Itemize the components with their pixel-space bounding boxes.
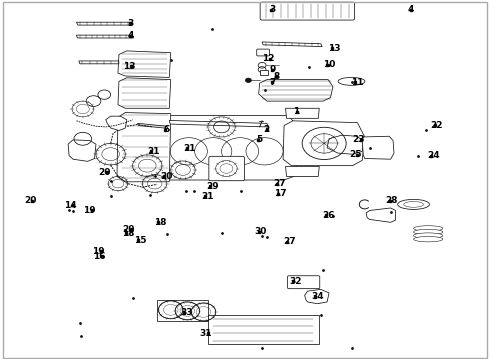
FancyBboxPatch shape: [260, 2, 354, 20]
Text: 27: 27: [273, 179, 286, 188]
Text: 12: 12: [262, 54, 274, 63]
Polygon shape: [118, 51, 171, 77]
FancyBboxPatch shape: [209, 156, 245, 181]
Text: 4: 4: [127, 31, 134, 40]
Polygon shape: [76, 22, 132, 25]
Circle shape: [245, 78, 251, 82]
Text: 19: 19: [92, 247, 105, 256]
Polygon shape: [262, 42, 322, 46]
FancyBboxPatch shape: [208, 315, 319, 344]
Polygon shape: [138, 123, 168, 129]
Text: 21: 21: [147, 147, 160, 156]
Text: 23: 23: [352, 135, 365, 144]
Ellipse shape: [414, 233, 443, 238]
Text: 5: 5: [256, 135, 262, 144]
Text: 21: 21: [183, 144, 196, 153]
Polygon shape: [118, 78, 171, 108]
Polygon shape: [76, 35, 134, 38]
Text: 21: 21: [201, 192, 214, 201]
Polygon shape: [286, 108, 319, 118]
Text: 18: 18: [154, 218, 166, 227]
Text: 17: 17: [274, 189, 287, 198]
Text: 34: 34: [311, 292, 323, 301]
FancyBboxPatch shape: [257, 49, 270, 56]
Text: 6: 6: [163, 125, 169, 134]
Text: 10: 10: [323, 60, 336, 69]
Text: 15: 15: [134, 236, 146, 245]
Text: 20: 20: [98, 168, 111, 177]
Polygon shape: [68, 140, 96, 161]
Text: 13: 13: [122, 62, 135, 71]
Text: 11: 11: [351, 78, 364, 87]
Text: 20: 20: [122, 225, 135, 234]
Text: 18: 18: [122, 229, 134, 238]
Ellipse shape: [414, 237, 443, 242]
Ellipse shape: [338, 77, 365, 85]
Polygon shape: [79, 61, 129, 64]
Polygon shape: [366, 208, 395, 222]
Text: 14: 14: [64, 201, 76, 210]
Text: 19: 19: [83, 206, 96, 215]
Polygon shape: [157, 116, 299, 180]
Ellipse shape: [404, 202, 423, 207]
Polygon shape: [305, 289, 329, 304]
Ellipse shape: [414, 226, 443, 231]
Text: 9: 9: [270, 66, 276, 75]
Text: 3: 3: [269, 5, 275, 14]
Text: 27: 27: [283, 237, 296, 246]
Text: 29: 29: [206, 182, 219, 191]
Text: 28: 28: [386, 196, 398, 205]
Polygon shape: [106, 116, 127, 131]
Text: 32: 32: [289, 276, 301, 285]
Text: 20: 20: [24, 196, 36, 205]
Polygon shape: [283, 121, 365, 166]
Text: 2: 2: [263, 125, 270, 134]
Text: 8: 8: [273, 72, 280, 81]
Text: 3: 3: [127, 19, 134, 28]
Bar: [260, 70, 269, 75]
Text: 16: 16: [93, 252, 106, 261]
Polygon shape: [117, 113, 171, 182]
Text: 1: 1: [293, 107, 299, 116]
Text: 13: 13: [328, 44, 341, 53]
Text: 24: 24: [427, 151, 440, 160]
Text: 25: 25: [349, 150, 361, 159]
Text: 26: 26: [322, 211, 335, 220]
Text: 30: 30: [255, 228, 267, 237]
Text: 22: 22: [431, 121, 443, 130]
Polygon shape: [286, 166, 319, 176]
Ellipse shape: [414, 229, 443, 235]
Ellipse shape: [398, 199, 429, 210]
Text: 31: 31: [199, 329, 212, 338]
Polygon shape: [169, 121, 268, 127]
FancyBboxPatch shape: [288, 276, 320, 289]
Text: 4: 4: [407, 5, 414, 14]
Polygon shape: [362, 136, 394, 159]
Text: 20: 20: [160, 172, 173, 181]
Text: 33: 33: [180, 308, 193, 317]
Polygon shape: [327, 135, 363, 154]
Text: 7: 7: [270, 78, 276, 87]
Polygon shape: [259, 80, 333, 101]
